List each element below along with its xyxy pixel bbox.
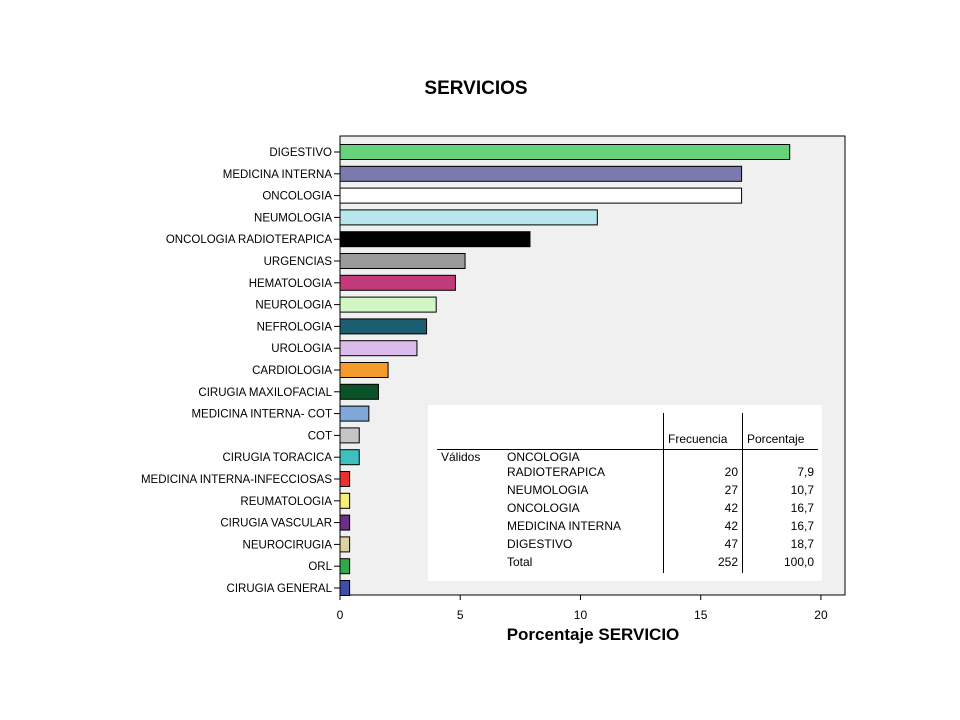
table-row: Válidos ONCOLOGIA RADIOTERAPICA 20 7,9 bbox=[437, 449, 818, 480]
x-tick-label: 10 bbox=[574, 608, 588, 622]
bar bbox=[339, 209, 598, 226]
category-label: MEDICINA INTERNA-INFECCIOSAS bbox=[141, 474, 332, 486]
category-label: NEUROCIRUGIA bbox=[243, 539, 333, 551]
category-label: UROLOGIA bbox=[271, 343, 332, 355]
category-label: NEUROLOGIA bbox=[255, 300, 332, 312]
category-label: COT bbox=[308, 430, 332, 442]
table-header-porcentaje: Porcentaje bbox=[742, 413, 818, 450]
frequency-table: Frecuencia Porcentaje Válidos ONCOLOGIA … bbox=[437, 413, 818, 573]
table-cell-frecuencia: 42 bbox=[663, 498, 743, 516]
table-row-label: ONCOLOGIA bbox=[507, 501, 580, 515]
frequency-table-panel: Frecuencia Porcentaje Válidos ONCOLOGIA … bbox=[428, 405, 822, 581]
category-label: ORL bbox=[308, 561, 332, 573]
x-tick-label: 5 bbox=[457, 608, 464, 622]
x-tick-label: 15 bbox=[694, 608, 708, 622]
category-label: NEUMOLOGIA bbox=[254, 212, 332, 224]
category-label: NEFROLOGIA bbox=[257, 321, 333, 333]
table-cell-frecuencia: 47 bbox=[663, 534, 743, 552]
bar bbox=[339, 274, 456, 291]
table-header-cell bbox=[437, 413, 503, 450]
bar bbox=[339, 471, 351, 487]
bar bbox=[339, 580, 351, 596]
category-label: CIRUGIA TORACICA bbox=[223, 452, 333, 464]
bar bbox=[339, 340, 418, 357]
x-tick-label: 20 bbox=[814, 608, 828, 622]
table-row: ONCOLOGIA 42 16,7 bbox=[437, 498, 818, 516]
table-cell-empty bbox=[437, 552, 503, 573]
category-label: MEDICINA INTERNA- COT bbox=[191, 409, 332, 421]
table-cell-porcentaje: 10,7 bbox=[790, 483, 814, 497]
bar bbox=[339, 253, 466, 269]
bar bbox=[339, 296, 437, 313]
bar bbox=[339, 187, 743, 204]
x-axis: 0 5 10 15 20 bbox=[337, 595, 828, 622]
bar bbox=[339, 536, 351, 553]
category-label: REUMATOLOGIA bbox=[240, 496, 332, 508]
bar bbox=[339, 362, 389, 378]
bar bbox=[339, 514, 351, 531]
category-label: CIRUGIA GENERAL bbox=[227, 583, 333, 595]
table-header-row: Frecuencia Porcentaje bbox=[437, 413, 818, 450]
table-cell-frecuencia: 42 bbox=[663, 516, 743, 534]
category-label: DIGESTIVO bbox=[269, 147, 332, 159]
table-row-label: Total bbox=[507, 555, 533, 569]
table-row: NEUMOLOGIA 27 10,7 bbox=[437, 480, 818, 498]
table-row-label: ONCOLOGIA RADIOTERAPICA bbox=[507, 450, 606, 479]
table-header-cell bbox=[503, 413, 664, 450]
category-label: ONCOLOGIA bbox=[262, 191, 332, 203]
table-cell-porcentaje: 100,0 bbox=[783, 555, 814, 569]
bar bbox=[339, 558, 351, 575]
table-row: DIGESTIVO 47 18,7 bbox=[437, 534, 818, 552]
table-row-label: NEUMOLOGIA bbox=[507, 483, 589, 497]
table-cell-porcentaje: 16,7 bbox=[790, 519, 814, 533]
table-row: Total 252 100,0 bbox=[437, 552, 818, 573]
category-label: ONCOLOGIA RADIOTERAPICA bbox=[166, 234, 332, 246]
table-cell-empty bbox=[437, 516, 503, 534]
table-header-frecuencia: Frecuencia bbox=[663, 413, 743, 450]
category-labels: DIGESTIVO MEDICINA INTERNA ONCOLOGIA NEUMOL… bbox=[141, 147, 340, 595]
x-axis-title: Porcentaje SERVICIO bbox=[507, 625, 680, 644]
bar bbox=[339, 144, 791, 160]
x-tick-label: 0 bbox=[337, 608, 344, 622]
table-group-label: Válidos bbox=[441, 450, 481, 464]
table-cell-frecuencia: 20 bbox=[663, 449, 743, 480]
category-label: HEMATOLOGIA bbox=[249, 278, 333, 290]
category-label: URGENCIAS bbox=[264, 256, 333, 268]
table-row-label: MEDICINA INTERNA bbox=[507, 519, 622, 533]
table-cell-porcentaje: 18,7 bbox=[790, 537, 814, 551]
category-label: MEDICINA INTERNA bbox=[223, 169, 333, 181]
category-label: CIRUGIA VASCULAR bbox=[220, 518, 332, 530]
chart-title: SERVICIOS bbox=[424, 78, 528, 99]
table-cell-empty bbox=[437, 480, 503, 498]
bar bbox=[339, 383, 379, 400]
bar bbox=[339, 405, 370, 422]
table-row: MEDICINA INTERNA 42 16,7 bbox=[437, 516, 818, 534]
table-cell-frecuencia: 252 bbox=[663, 552, 743, 573]
bar bbox=[339, 449, 360, 466]
table-cell-empty bbox=[437, 498, 503, 516]
bar bbox=[339, 492, 351, 509]
bar bbox=[339, 427, 360, 444]
bar bbox=[339, 231, 531, 248]
table-cell-empty bbox=[437, 534, 503, 552]
bar bbox=[339, 165, 743, 182]
table-cell-frecuencia: 27 bbox=[663, 480, 743, 498]
category-label: CARDIOLOGIA bbox=[252, 365, 332, 377]
category-label: CIRUGIA MAXILOFACIAL bbox=[198, 387, 332, 399]
table-row-label: DIGESTIVO bbox=[507, 537, 573, 551]
bar bbox=[339, 318, 428, 335]
table-cell-porcentaje: 7,9 bbox=[797, 465, 814, 479]
table-cell-porcentaje: 16,7 bbox=[790, 501, 814, 515]
